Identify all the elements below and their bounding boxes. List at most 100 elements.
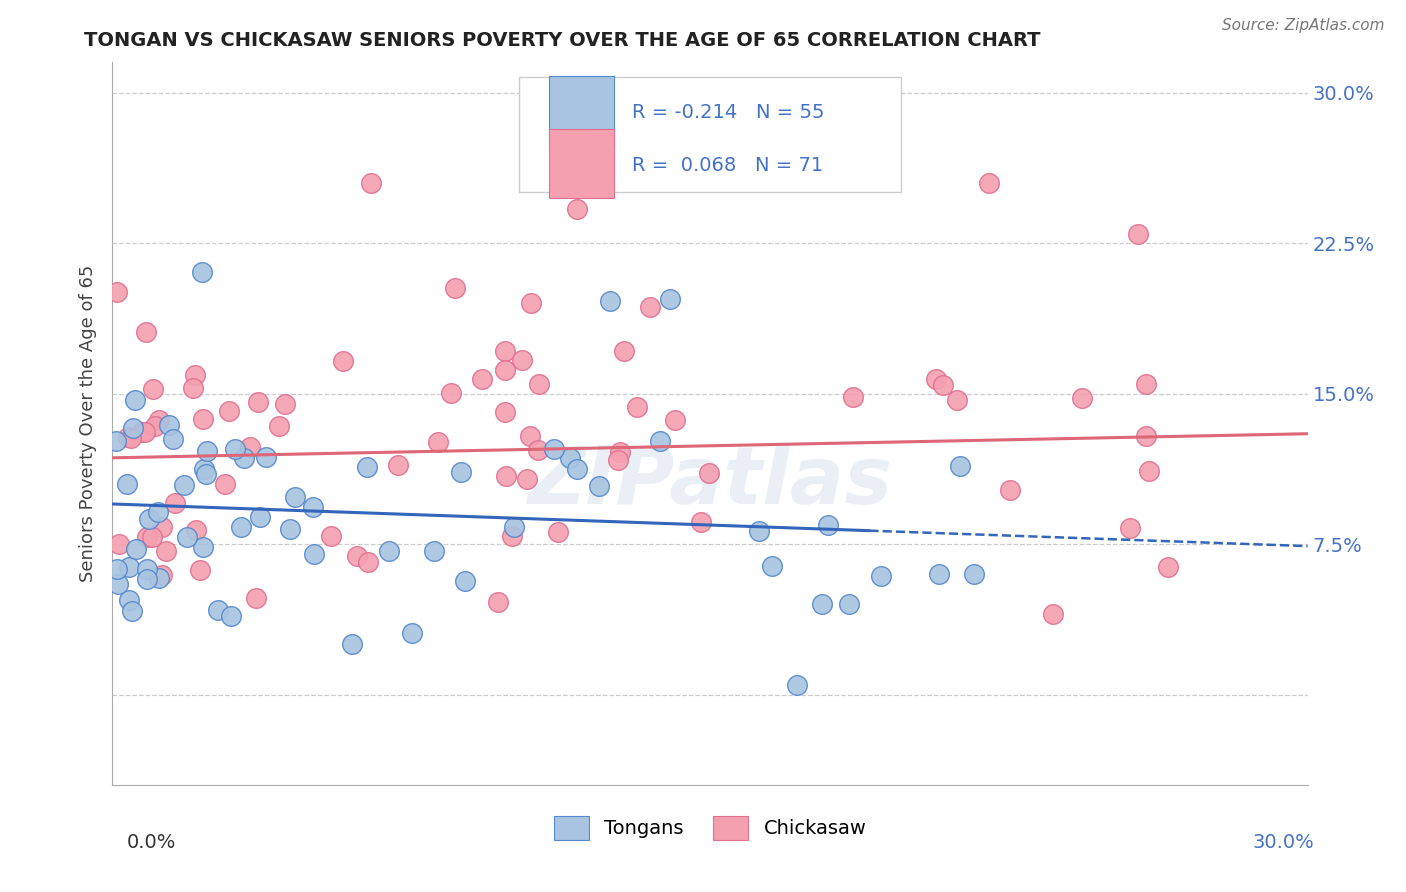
Point [125,542,148,557]
Point [207,603,229,617]
Text: TONGAN VS CHICKASAW SENIORS POVERTY OVER THE AGE OF 65 CORRELATION CHART: TONGAN VS CHICKASAW SENIORS POVERTY OVER… [84,31,1040,50]
Point [516,472,538,486]
Point [520,296,543,310]
Point [565,202,588,216]
Point [838,598,860,612]
Point [254,450,277,465]
Point [148,413,170,427]
Point [664,413,686,427]
FancyBboxPatch shape [548,129,614,197]
Point [588,479,610,493]
Text: R =  0.068   N = 71: R = 0.068 N = 71 [633,155,824,175]
Point [148,571,170,585]
Point [138,511,160,525]
Point [135,562,157,576]
Legend: Tongans, Chickasaw: Tongans, Chickasaw [546,808,875,847]
Point [510,353,533,368]
Text: 0.0%: 0.0% [127,833,176,853]
Point [963,567,986,582]
Point [105,562,128,576]
Point [748,524,770,538]
Point [118,559,141,574]
Point [1135,377,1157,392]
Point [613,343,636,358]
Point [810,598,832,612]
Point [218,404,240,418]
Point [519,429,541,443]
Point [495,469,517,483]
Point [131,425,153,439]
Point [494,363,516,377]
Point [141,382,163,396]
Point [690,515,713,529]
Point [648,434,671,448]
Point [267,418,290,433]
Point [357,555,380,569]
Point [162,432,184,446]
Point [146,505,169,519]
Point [321,529,343,543]
Point [284,490,307,504]
Text: ZIPatlas: ZIPatlas [527,442,893,521]
Point [155,543,177,558]
Point [120,432,142,446]
Point [565,461,588,475]
Point [214,476,236,491]
Point [118,592,141,607]
Point [229,519,252,533]
Point [659,293,682,307]
Text: 30.0%: 30.0% [1253,833,1315,853]
Point [238,440,260,454]
Point [105,285,128,300]
Point [184,523,207,537]
Point [501,528,523,542]
Point [107,537,129,551]
Point [105,434,128,449]
Point [527,377,550,392]
Point [1042,607,1064,621]
Point [249,510,271,524]
Point [193,541,215,555]
Point [181,380,204,394]
Point [141,530,163,544]
Point [699,466,721,480]
Point [946,393,969,408]
Point [301,500,323,514]
Point [1135,428,1157,442]
Point [640,300,662,315]
Point [245,591,267,605]
Point [471,372,494,386]
Point [387,458,409,472]
Text: R = -0.214   N = 55: R = -0.214 N = 55 [633,103,825,122]
Point [360,176,382,190]
Point [526,443,548,458]
Point [547,525,569,540]
Point [134,425,156,440]
Point [440,385,463,400]
Point [135,572,157,586]
Y-axis label: Seniors Poverty Over the Age of 65: Seniors Poverty Over the Age of 65 [79,265,97,582]
Point [494,405,516,419]
Point [191,412,214,426]
Point [246,394,269,409]
Point [870,569,893,583]
Point [543,442,565,457]
FancyBboxPatch shape [548,77,614,145]
Point [931,378,953,392]
Point [924,372,946,386]
Point [191,265,214,279]
Point [998,483,1021,497]
FancyBboxPatch shape [519,77,901,193]
Point [280,522,302,536]
Point [232,450,254,465]
Point [150,568,173,582]
Point [274,397,297,411]
Point [607,453,630,467]
Text: Source: ZipAtlas.com: Source: ZipAtlas.com [1222,18,1385,33]
Point [609,445,631,459]
Point [426,434,449,449]
Point [450,465,472,479]
Point [183,368,205,383]
Point [599,294,621,309]
Point [188,563,211,577]
